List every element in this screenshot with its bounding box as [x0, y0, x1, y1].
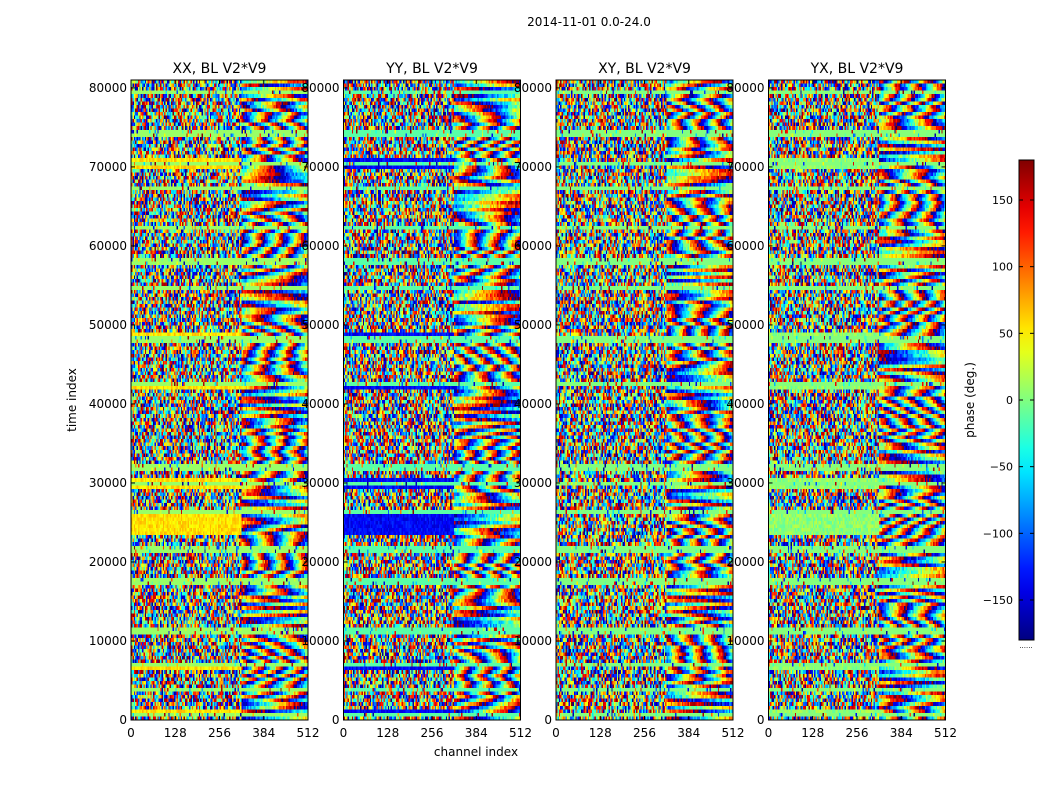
y-tick-label: 10000 [89, 634, 127, 648]
y-tick-label: 70000 [726, 160, 764, 174]
x-tick-label: 384 [890, 726, 913, 740]
y-tick-label: 20000 [726, 555, 764, 569]
colorbar-tick-label: −50 [990, 461, 1013, 474]
x-tick-label: 128 [589, 726, 612, 740]
y-tick-label: 80000 [301, 81, 339, 95]
y-tick-label: 60000 [514, 239, 552, 253]
y-tick-label: 40000 [726, 397, 764, 411]
y-tick-label: 50000 [514, 318, 552, 332]
x-axis-label: channel index [434, 745, 518, 759]
colorbar-tick-label: −150 [983, 594, 1013, 607]
x-tick-label: 512 [722, 726, 745, 740]
y-tick-label: 70000 [301, 160, 339, 174]
y-axis-label: time index [65, 368, 79, 432]
colorbar-footer: ...... [1019, 642, 1032, 650]
colorbar-tick-label: 50 [999, 327, 1013, 340]
y-tick-label: 30000 [726, 476, 764, 490]
x-tick-label: 128 [801, 726, 824, 740]
colorbar-tick-label: −100 [983, 527, 1013, 540]
y-tick-label: 80000 [89, 81, 127, 95]
y-tick-label: 70000 [514, 160, 552, 174]
colorbar-tick-label: 150 [992, 194, 1013, 207]
y-tick-label: 80000 [726, 81, 764, 95]
y-tick-label: 30000 [89, 476, 127, 490]
y-tick-label: 0 [757, 713, 765, 727]
x-tick-label: 0 [127, 726, 135, 740]
panel-1: XX, BL V2*V9 0 128 256 384 512 0 10000 20000 3000… [89, 61, 320, 740]
x-tick-label: 0 [552, 726, 560, 740]
x-tick-label: 384 [677, 726, 700, 740]
x-tick-label: 256 [846, 726, 869, 740]
colorbar-tick-label: 100 [992, 261, 1013, 274]
y-tick-label: 50000 [726, 318, 764, 332]
y-tick-label: 50000 [89, 318, 127, 332]
panels: XX, BL V2*V9 0 128 256 384 512 0 10000 20000 3000… [89, 61, 957, 740]
panel-title: YY, BL V2*V9 [385, 61, 478, 77]
x-tick-label: 0 [765, 726, 773, 740]
y-tick-label: 20000 [514, 555, 552, 569]
y-tick-label: 60000 [89, 239, 127, 253]
figure-title: 2014-11-01 0.0-24.0 [527, 15, 651, 29]
y-tick-label: 20000 [89, 555, 127, 569]
heatmap-image [768, 80, 946, 720]
y-tick-label: 0 [119, 713, 127, 727]
y-tick-label: 30000 [514, 476, 552, 490]
heatmap-image [556, 80, 733, 720]
x-tick-label: 0 [340, 726, 348, 740]
x-tick-label: 512 [509, 726, 532, 740]
x-tick-label: 384 [465, 726, 488, 740]
y-tick-label: 10000 [514, 634, 552, 648]
panel-title: YX, BL V2*V9 [810, 61, 904, 77]
panel-4: YX, BL V2*V9 0 128 256 384 512 0 10000 20000 3000… [726, 61, 957, 740]
x-tick-label: 512 [934, 726, 957, 740]
colorbar-tick-label: 0 [1006, 394, 1013, 407]
y-tick-label: 30000 [301, 476, 339, 490]
y-tick-label: 10000 [301, 634, 339, 648]
heatmap-image [343, 80, 521, 720]
y-tick-label: 10000 [726, 634, 764, 648]
x-tick-label: 256 [208, 726, 231, 740]
panel-title: XX, BL V2*V9 [173, 61, 267, 77]
colorbar: 150 100 50 0 −50 −100 −150 [983, 159, 1035, 641]
heatmap-image [131, 80, 308, 720]
x-tick-label: 384 [252, 726, 275, 740]
x-tick-label: 256 [633, 726, 656, 740]
y-tick-label: 20000 [301, 555, 339, 569]
y-tick-label: 80000 [514, 81, 552, 95]
panel-title: XY, BL V2*V9 [598, 61, 691, 77]
y-tick-label: 0 [332, 713, 340, 727]
y-tick-label: 60000 [726, 239, 764, 253]
x-tick-label: 128 [164, 726, 187, 740]
y-tick-label: 60000 [301, 239, 339, 253]
y-tick-label: 50000 [301, 318, 339, 332]
x-tick-label: 512 [297, 726, 320, 740]
colorbar-label: phase (deg.) [963, 362, 977, 438]
x-tick-label: 128 [376, 726, 399, 740]
y-tick-label: 70000 [89, 160, 127, 174]
y-tick-label: 0 [544, 713, 552, 727]
y-tick-label: 40000 [514, 397, 552, 411]
panel-2: YY, BL V2*V9 0 128 256 384 512 0 10000 20000 3000… [301, 61, 532, 740]
y-tick-label: 40000 [89, 397, 127, 411]
panel-3: XY, BL V2*V9 0 128 256 384 512 0 10000 20000 3000… [514, 61, 745, 740]
x-tick-label: 256 [421, 726, 444, 740]
y-tick-label: 40000 [301, 397, 339, 411]
